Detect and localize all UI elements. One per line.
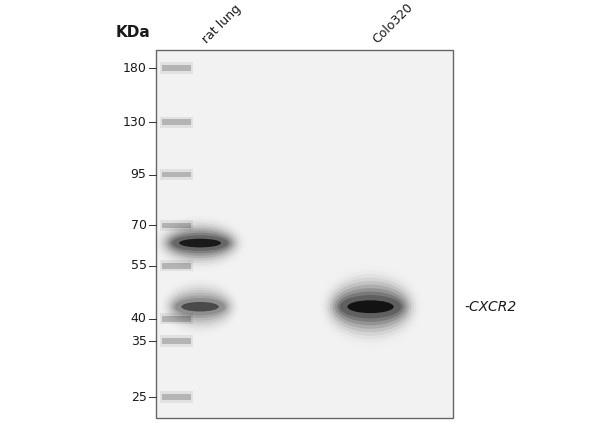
Bar bbox=[160, 392, 193, 403]
Ellipse shape bbox=[169, 290, 231, 323]
Text: 70: 70 bbox=[131, 219, 146, 232]
Ellipse shape bbox=[337, 291, 404, 322]
Bar bbox=[160, 117, 193, 128]
Bar bbox=[160, 169, 193, 180]
FancyBboxPatch shape bbox=[156, 51, 453, 418]
Text: 180: 180 bbox=[122, 62, 146, 75]
Text: 35: 35 bbox=[131, 334, 146, 347]
Text: 25: 25 bbox=[131, 391, 146, 404]
Ellipse shape bbox=[175, 298, 225, 316]
Ellipse shape bbox=[167, 230, 232, 256]
Ellipse shape bbox=[166, 228, 235, 258]
Bar bbox=[162, 263, 191, 269]
Ellipse shape bbox=[172, 235, 228, 251]
Text: Colo320: Colo320 bbox=[371, 0, 416, 46]
Bar bbox=[162, 394, 191, 400]
Bar bbox=[160, 62, 193, 74]
Ellipse shape bbox=[163, 226, 237, 261]
Ellipse shape bbox=[173, 295, 227, 318]
Text: 95: 95 bbox=[131, 168, 146, 181]
Bar bbox=[162, 172, 191, 177]
Ellipse shape bbox=[179, 239, 221, 247]
Bar bbox=[162, 338, 191, 344]
Bar bbox=[162, 316, 191, 322]
Ellipse shape bbox=[161, 223, 239, 263]
Ellipse shape bbox=[332, 285, 409, 329]
Text: 55: 55 bbox=[131, 259, 146, 272]
Bar bbox=[160, 220, 193, 231]
Text: KDa: KDa bbox=[115, 25, 150, 40]
Ellipse shape bbox=[335, 288, 406, 325]
Bar bbox=[160, 260, 193, 271]
Bar bbox=[162, 65, 191, 71]
Ellipse shape bbox=[171, 293, 229, 320]
Ellipse shape bbox=[347, 300, 394, 313]
Bar bbox=[160, 313, 193, 325]
Bar bbox=[162, 223, 191, 228]
Ellipse shape bbox=[330, 281, 412, 332]
Text: 130: 130 bbox=[123, 116, 146, 129]
Ellipse shape bbox=[170, 233, 230, 253]
Ellipse shape bbox=[328, 278, 414, 336]
Text: 40: 40 bbox=[131, 312, 146, 325]
Text: rat lung: rat lung bbox=[200, 2, 244, 46]
Ellipse shape bbox=[181, 302, 219, 312]
Ellipse shape bbox=[340, 295, 401, 318]
Bar bbox=[162, 119, 191, 125]
Bar bbox=[160, 335, 193, 347]
Text: -CXCR2: -CXCR2 bbox=[464, 300, 517, 314]
